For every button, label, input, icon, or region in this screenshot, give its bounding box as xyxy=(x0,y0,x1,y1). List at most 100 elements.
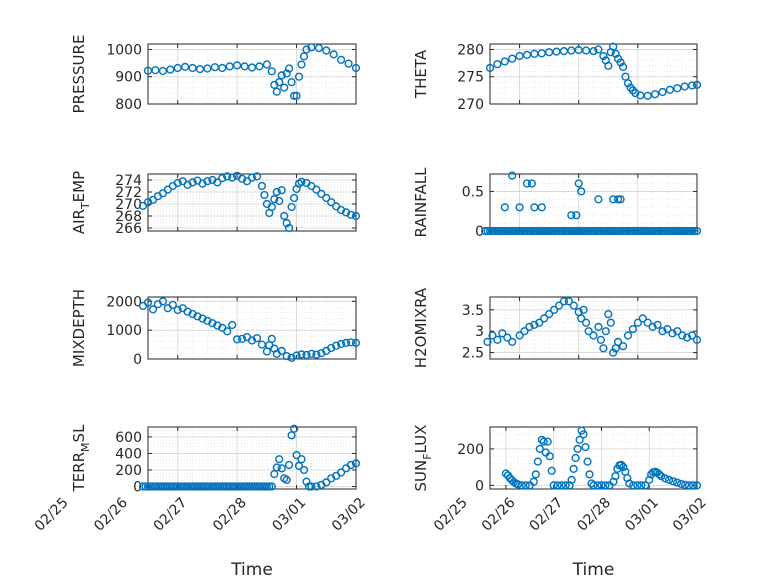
data-point xyxy=(597,481,606,490)
y-axis-label: SUNFLUX xyxy=(412,425,434,492)
data-point xyxy=(521,481,530,490)
x-tick-label: 02/25 xyxy=(431,495,471,535)
data-point xyxy=(522,50,532,60)
data-point xyxy=(616,58,625,67)
data-point xyxy=(606,318,615,327)
data-point xyxy=(561,481,570,490)
data-point xyxy=(572,211,581,220)
data-point xyxy=(290,91,299,100)
data-point xyxy=(658,87,667,97)
data-point xyxy=(688,481,698,490)
axes-box xyxy=(489,43,698,105)
data-point xyxy=(322,478,331,487)
y-axis-label-text: RAINFALL xyxy=(412,167,430,238)
data-point xyxy=(247,173,257,182)
y-axis-label-rest: SL xyxy=(70,424,88,443)
data-point xyxy=(501,469,511,478)
data-point xyxy=(508,54,517,63)
data-point xyxy=(520,327,529,336)
data-point xyxy=(625,479,634,488)
data-point xyxy=(549,305,559,314)
data-point xyxy=(581,318,591,327)
data-point xyxy=(351,63,361,73)
data-point xyxy=(527,179,537,188)
data-point xyxy=(322,193,331,203)
y-tick-label: 600 xyxy=(115,430,142,446)
data-point xyxy=(638,314,647,323)
data-point xyxy=(571,453,580,463)
data-point xyxy=(240,62,249,71)
data-point xyxy=(299,52,309,61)
data-point xyxy=(290,193,299,203)
data-point xyxy=(327,198,336,207)
data-point xyxy=(680,480,690,489)
data-point xyxy=(594,322,603,332)
data-point xyxy=(593,481,602,490)
data-point xyxy=(483,337,492,347)
data-point xyxy=(493,335,502,344)
x-axis-label: Time xyxy=(572,560,615,580)
data-point xyxy=(346,338,356,347)
data-point xyxy=(267,202,276,212)
data-point xyxy=(203,64,212,73)
data-point xyxy=(327,343,336,353)
data-point xyxy=(684,481,694,490)
data-point xyxy=(628,325,638,334)
data-point xyxy=(277,346,286,356)
data-point xyxy=(275,78,284,87)
data-point xyxy=(290,424,299,433)
data-point xyxy=(539,437,548,446)
data-point xyxy=(198,314,207,323)
data-point xyxy=(332,341,341,350)
data-point xyxy=(302,350,311,360)
y-tick-label: 274 xyxy=(115,173,142,189)
y-axis-label-rest: EMP xyxy=(70,171,88,202)
y-axis-label: PRESSURE xyxy=(70,35,88,114)
data-point xyxy=(569,464,578,474)
data-point xyxy=(611,472,620,481)
data-point xyxy=(653,320,662,329)
data-point xyxy=(613,195,623,204)
data-point xyxy=(307,43,316,52)
data-point xyxy=(604,61,613,70)
y-axis-label: MIXDEPTH xyxy=(70,289,88,367)
data-point xyxy=(312,185,321,194)
data-point xyxy=(575,435,584,444)
data-point xyxy=(337,339,346,349)
data-point xyxy=(346,460,356,470)
data-point xyxy=(643,91,652,100)
data-point xyxy=(228,173,237,182)
y-tick-label: 200 xyxy=(457,442,484,458)
data-point xyxy=(687,226,697,236)
y-axis-label-base: SUN xyxy=(412,460,430,492)
data-point xyxy=(267,482,276,491)
data-point xyxy=(188,63,197,73)
data-point xyxy=(148,305,158,314)
data-point xyxy=(351,338,361,348)
data-point xyxy=(297,177,306,186)
data-point xyxy=(663,325,672,334)
data-point xyxy=(503,333,512,342)
data-point xyxy=(579,430,588,439)
data-point xyxy=(661,474,670,483)
data-point xyxy=(549,481,558,490)
data-point xyxy=(285,64,294,73)
data-markers xyxy=(138,297,361,362)
y-tick-label: 800 xyxy=(115,97,142,113)
data-point xyxy=(515,331,524,340)
axes-box xyxy=(147,296,357,360)
data-point xyxy=(329,50,338,59)
data-point xyxy=(213,178,222,187)
data-point xyxy=(678,331,687,340)
data-point xyxy=(583,457,592,466)
y-tick-label: 275 xyxy=(457,70,484,86)
y-tick-label: 280 xyxy=(457,42,484,58)
data-point xyxy=(633,481,642,490)
data-point xyxy=(500,203,509,212)
y-axis-label: H2OMIXRA xyxy=(412,287,430,368)
y-axis-label: AIRTEMP xyxy=(70,171,92,234)
data-point xyxy=(692,335,702,344)
data-point xyxy=(322,46,331,55)
x-tick-label: 02/28 xyxy=(574,495,614,535)
data-point xyxy=(553,481,562,490)
